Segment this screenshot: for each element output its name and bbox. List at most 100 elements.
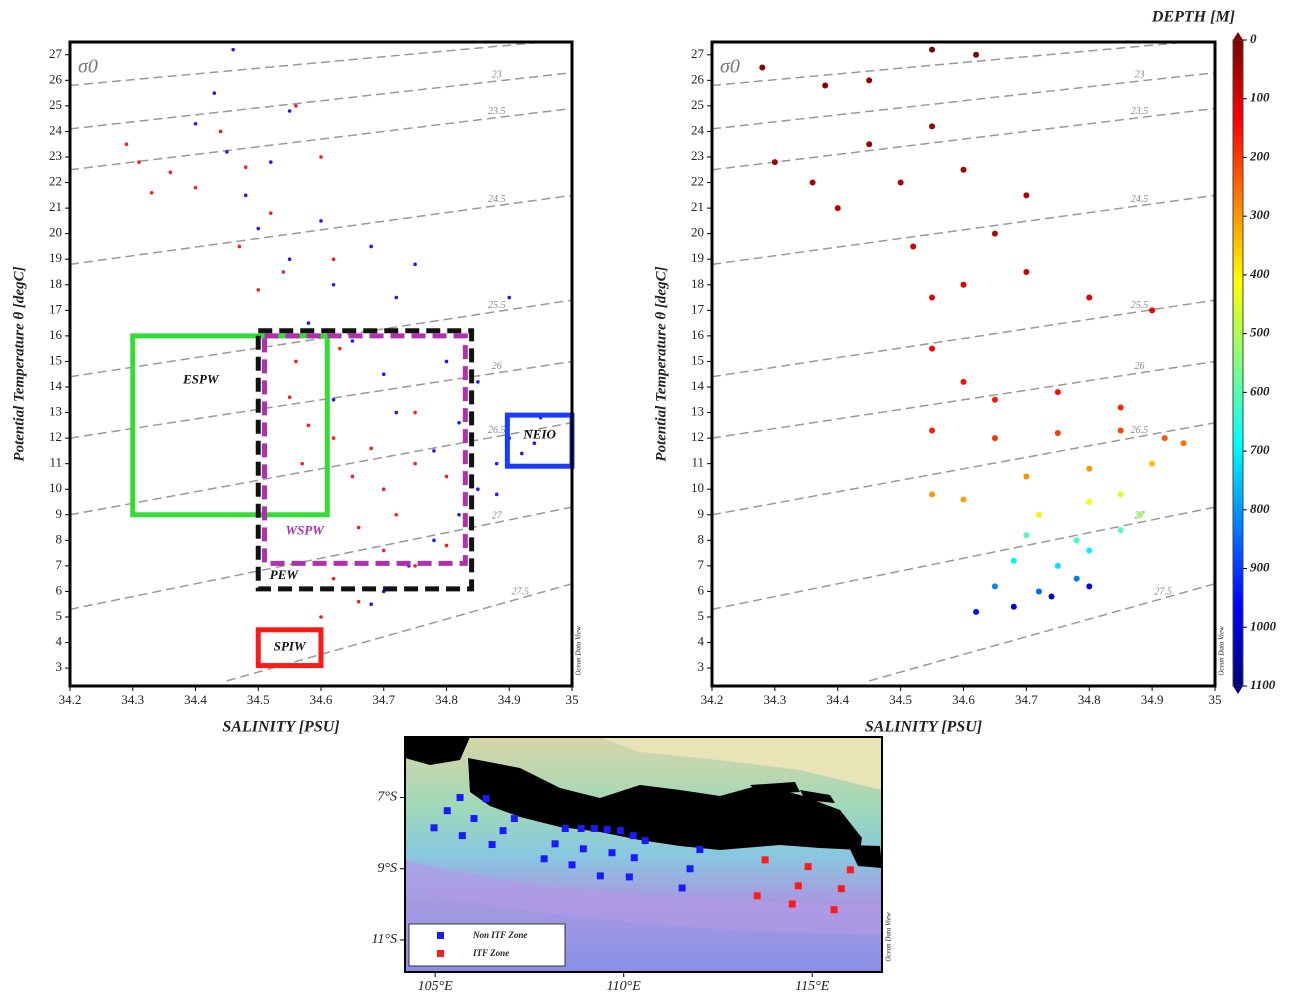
- data-point: [213, 91, 217, 95]
- data-point: [1055, 563, 1061, 569]
- water-mass-label: NEIO: [522, 427, 556, 442]
- data-point: [929, 47, 935, 53]
- y-tick-label: 16: [49, 327, 63, 342]
- data-point: [395, 411, 399, 415]
- data-point: [351, 339, 355, 343]
- data-point: [269, 160, 273, 164]
- data-point: [929, 427, 935, 433]
- isopycnal: [712, 195, 1215, 264]
- y-tick-label: 6: [56, 582, 63, 597]
- isopycnal-label: 24.5: [1131, 194, 1149, 205]
- station: [569, 861, 576, 868]
- x-tick-label: 115°E: [795, 979, 830, 994]
- station: [696, 846, 703, 853]
- data-point: [1011, 558, 1017, 564]
- data-point: [1086, 583, 1092, 589]
- y-tick-label: 25: [49, 97, 62, 112]
- isopycnal: [70, 423, 572, 515]
- isopycnal: [712, 108, 1215, 169]
- data-point: [973, 609, 979, 615]
- y-tick-label: 15: [49, 352, 62, 367]
- x-tick-label: 35: [1209, 692, 1222, 707]
- colorbar-tick-label: 0: [1250, 31, 1257, 46]
- y-tick-label: 3: [56, 659, 63, 674]
- data-point: [194, 122, 198, 126]
- colorbar-tick-label: 400: [1249, 266, 1270, 281]
- station: [483, 795, 490, 802]
- y-tick-label: 17: [691, 301, 705, 316]
- station: [541, 855, 548, 862]
- x-tick-label: 34.7: [1015, 692, 1038, 707]
- x-tick-label: 34.4: [826, 692, 849, 707]
- data-point: [137, 160, 141, 164]
- data-point: [332, 577, 336, 581]
- data-point: [256, 227, 260, 231]
- data-point: [961, 282, 967, 288]
- colorbar-tick-label: 600: [1250, 383, 1270, 398]
- y-tick-label: 26: [49, 71, 63, 86]
- x-tick-label: 34.8: [435, 692, 458, 707]
- data-point: [382, 487, 386, 491]
- data-point: [288, 395, 292, 399]
- plot-area: 22.52323.524.525.52626.52727.5: [712, 35, 1215, 681]
- data-point: [1181, 440, 1187, 446]
- data-point: [1086, 466, 1092, 472]
- data-point: [231, 48, 235, 52]
- data-point: [445, 360, 449, 364]
- y-tick-label: 14: [691, 378, 705, 393]
- data-point: [1023, 269, 1029, 275]
- y-tick-label: 24: [691, 122, 705, 137]
- data-point: [1086, 499, 1092, 505]
- isopycnal-label: 23: [1135, 69, 1145, 80]
- y-tick-label: 20: [49, 225, 62, 240]
- y-tick-label: 8: [698, 531, 705, 546]
- data-point: [1055, 430, 1061, 436]
- station: [580, 845, 587, 852]
- data-point: [1118, 427, 1124, 433]
- data-point: [1036, 588, 1042, 594]
- y-tick-label: 9: [698, 506, 705, 521]
- data-point: [357, 526, 361, 530]
- data-point: [1055, 389, 1061, 395]
- y-tick-label: 13: [691, 404, 704, 419]
- y-tick-label: 4: [56, 634, 63, 649]
- station: [687, 865, 694, 872]
- colorbar-cap: [1233, 686, 1243, 694]
- station: [789, 900, 796, 907]
- y-tick-label: 27: [49, 46, 63, 61]
- y-tick-label: 26: [691, 71, 705, 86]
- isopycnal-label: 24.5: [488, 194, 506, 205]
- y-tick-label: 19: [691, 250, 704, 265]
- data-point: [369, 245, 373, 249]
- data-point: [929, 491, 935, 497]
- x-axis-title: SALINITY [PSU]: [222, 719, 339, 736]
- station: [805, 863, 812, 870]
- data-point: [1149, 461, 1155, 467]
- data-point: [294, 360, 298, 364]
- y-tick-label: 9°S: [377, 861, 397, 876]
- data-point: [294, 104, 298, 108]
- station: [444, 807, 451, 814]
- y-tick-label: 5: [698, 608, 705, 623]
- data-point: [395, 296, 399, 300]
- data-point: [973, 52, 979, 58]
- data-point: [307, 424, 311, 428]
- y-tick-label: 7: [698, 557, 705, 572]
- data-point: [992, 583, 998, 589]
- y-tick-label: 3: [698, 659, 705, 674]
- station: [489, 841, 496, 848]
- colorbar-tick-label: 200: [1249, 148, 1270, 163]
- water-mass-label: ESPW: [182, 372, 220, 387]
- colorbar-title: DEPTH [M]: [1151, 9, 1235, 26]
- data-point: [238, 245, 242, 249]
- x-tick-label: 34.8: [1078, 692, 1101, 707]
- data-point: [319, 615, 323, 619]
- y-tick-label: 18: [691, 276, 704, 291]
- y-tick-label: 25: [691, 97, 704, 112]
- data-point: [432, 449, 436, 453]
- data-point: [992, 435, 998, 441]
- colorbar-tick-label: 800: [1250, 501, 1270, 516]
- data-point: [910, 243, 916, 249]
- watermark: Ocean Data View: [1218, 626, 1226, 676]
